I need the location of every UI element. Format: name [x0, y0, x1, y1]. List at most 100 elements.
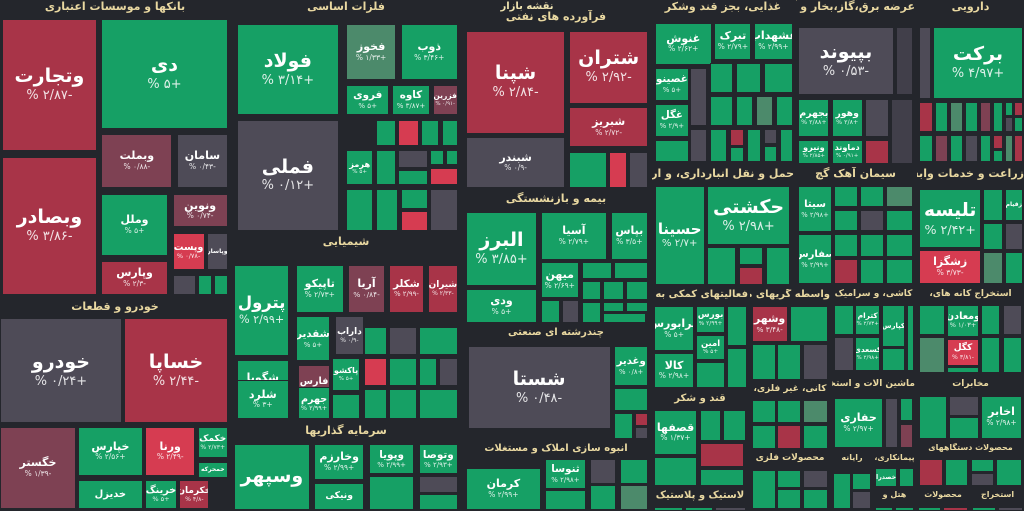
stock-tile-investments-2[interactable]: وپویا +۲/۹۹ % — [368, 443, 415, 475]
filler-tile-agriculture-5[interactable] — [1004, 223, 1023, 250]
filler-tile-cement-13[interactable] — [886, 259, 913, 284]
stock-tile-machinery-oilgas-extraction-0[interactable]: حفاری +۲/۹۷ % — [833, 398, 884, 448]
filler-tile-electrical-devices-1[interactable] — [944, 459, 969, 487]
filler-tile-basic-metals-14[interactable] — [398, 150, 429, 168]
filler-tile-basic-metals-13[interactable] — [375, 150, 397, 186]
filler-tile-telecom-1[interactable] — [919, 396, 947, 439]
filler-tile-basic-metals-8[interactable] — [375, 119, 397, 146]
filler-tile-rubber-plastic-2[interactable] — [715, 507, 747, 511]
filler-tile-computer-1[interactable] — [852, 473, 872, 490]
filler-tile-multi-industry-2[interactable] — [614, 388, 649, 411]
stock-tile-banks-3[interactable]: سامان -۰/۴۳ % — [177, 134, 228, 189]
stock-tile-investments-3[interactable]: وتوصا +۲/۹۳ % — [418, 443, 458, 475]
filler-tile-pharma-11[interactable] — [1014, 117, 1023, 132]
filler-tile-agriculture-7[interactable] — [1004, 252, 1023, 284]
filler-tile-extraction-misc-0[interactable] — [972, 506, 996, 511]
stock-tile-food-2[interactable]: غشهداب+۲/۹۹ % — [754, 22, 793, 60]
filler-tile-agriculture-6[interactable] — [983, 252, 1003, 284]
filler-tile-ceramics-3[interactable] — [833, 304, 854, 336]
filler-tile-cement-2[interactable] — [834, 186, 858, 208]
filler-tile-cement-12[interactable] — [860, 259, 885, 284]
filler-tile-chemicals-20[interactable] — [389, 389, 417, 419]
filler-tile-metal-ores-4[interactable] — [981, 304, 1001, 336]
stock-tile-insurance-2[interactable]: بپاس +۳/۵ % — [610, 211, 649, 260]
filler-tile-real-estate-3[interactable] — [589, 458, 617, 484]
stock-tile-auto-parts-5[interactable]: خکمک +۲/۷۳ % — [197, 427, 228, 459]
filler-tile-food-12[interactable] — [775, 96, 793, 126]
filler-tile-insurance-11[interactable] — [561, 300, 579, 323]
filler-tile-metal-ores-2[interactable] — [919, 304, 945, 336]
filler-tile-financial-intermediation-3[interactable] — [777, 343, 802, 380]
filler-tile-computer-0[interactable] — [832, 473, 851, 509]
filler-tile-pharma-10[interactable] — [1004, 117, 1014, 132]
filler-tile-aux-financial-4[interactable] — [726, 306, 748, 347]
stock-tile-chemicals-6[interactable]: داراب -۰/۹ % — [334, 316, 365, 355]
stock-tile-cement-1[interactable]: سفارس+۲/۹۹ % — [798, 234, 832, 284]
stock-tile-oil-products-3[interactable]: شبندر -۰/۹ % — [465, 136, 566, 189]
filler-tile-metal-ores-7[interactable] — [1002, 336, 1022, 374]
filler-tile-food-7[interactable] — [735, 63, 762, 93]
filler-tile-food-18[interactable] — [764, 129, 777, 144]
stock-tile-auto-parts-4[interactable]: ورنا -۲/۴۹ % — [144, 427, 196, 476]
stock-tile-chemicals-8[interactable]: شلرد +۳ % — [236, 380, 289, 419]
stock-tile-power-gas-0[interactable]: بپیوند -۰/۵۳ % — [798, 27, 894, 95]
filler-tile-basic-metals-20[interactable] — [400, 189, 429, 209]
filler-tile-real-estate-5[interactable] — [589, 484, 617, 510]
filler-tile-banks-10[interactable] — [172, 275, 196, 296]
stock-tile-agriculture-2[interactable]: زقیام — [1004, 189, 1023, 222]
filler-tile-hotel-1[interactable] — [894, 506, 915, 511]
stock-tile-power-gas-4[interactable]: دماوند +۰/۹۱ % — [831, 139, 863, 164]
stock-tile-chemicals-10[interactable]: جهرم +۲/۹۹ % — [298, 387, 331, 419]
filler-tile-chemicals-21[interactable] — [418, 389, 458, 419]
filler-tile-pharma-7[interactable] — [992, 102, 1003, 132]
filler-tile-basic-metals-11[interactable] — [441, 119, 458, 146]
filler-tile-power-gas-7[interactable] — [865, 139, 889, 164]
filler-tile-multi-industry-5[interactable] — [634, 426, 649, 439]
filler-tile-food-10[interactable] — [735, 96, 753, 126]
filler-tile-pharma-5[interactable] — [965, 102, 978, 132]
stock-tile-food-4[interactable]: غگل +۲/۹ % — [654, 103, 689, 137]
filler-tile-real-estate-2[interactable] — [544, 490, 587, 510]
filler-tile-food-11[interactable] — [755, 96, 773, 126]
filler-tile-nonmetal-minerals-4[interactable] — [777, 424, 802, 450]
filler-tile-power-gas-5[interactable] — [895, 27, 913, 95]
filler-tile-metal-ores-6[interactable] — [981, 336, 1001, 374]
filler-tile-machinery-oilgas-extraction-1[interactable] — [885, 398, 899, 448]
stock-tile-power-gas-1[interactable]: بجهرم +۲/۸۸ % — [798, 99, 830, 137]
filler-tile-hotel-0[interactable] — [874, 506, 894, 511]
filler-tile-products-misc-1[interactable] — [943, 506, 968, 511]
filler-tile-ceramics-4[interactable] — [833, 336, 854, 371]
filler-tile-metal-ores-8[interactable] — [946, 367, 980, 374]
filler-tile-cement-5[interactable] — [834, 209, 858, 231]
stock-tile-agriculture-1[interactable]: زشگزا -۳/۷۳ % — [919, 249, 982, 284]
filler-tile-pharma-8[interactable] — [1004, 102, 1014, 116]
filler-tile-banks-11[interactable] — [197, 275, 212, 296]
stock-tile-basic-metals-6[interactable]: فملی +۰/۱۲ % — [236, 119, 340, 231]
filler-tile-chemicals-14[interactable] — [418, 326, 458, 355]
stock-tile-financial-intermediation-0[interactable]: وشهر -۳/۴۸ % — [751, 306, 788, 342]
stock-tile-basic-metals-3[interactable]: فروی +۵ % — [346, 84, 390, 116]
filler-tile-telecom-3[interactable] — [949, 417, 980, 439]
filler-tile-agriculture-3[interactable] — [983, 189, 1003, 222]
filler-tile-telecom-2[interactable] — [949, 396, 980, 416]
filler-tile-rubber-plastic-0[interactable] — [653, 507, 683, 511]
filler-tile-basic-metals-12[interactable] — [346, 189, 374, 231]
filler-tile-sugar-5[interactable] — [700, 469, 745, 486]
stock-tile-oil-products-0[interactable]: شپنا -۲/۸۴ % — [465, 30, 566, 134]
stock-tile-auto-parts-6[interactable]: خمحرکه — [197, 462, 228, 478]
filler-tile-nonmetal-minerals-5[interactable] — [802, 424, 829, 450]
filler-tile-investments-7[interactable] — [418, 494, 458, 511]
stock-tile-investments-4[interactable]: ونیکی — [314, 483, 365, 511]
stock-tile-contracting-0[interactable]: خصدرا — [874, 468, 898, 487]
filler-tile-financial-intermediation-1[interactable] — [790, 306, 829, 342]
filler-tile-basic-metals-9[interactable] — [398, 119, 419, 146]
stock-tile-food-1[interactable]: تبرک +۲/۷۹ % — [714, 22, 752, 60]
filler-tile-basic-metals-16[interactable] — [430, 150, 445, 166]
filler-tile-food-16[interactable] — [730, 147, 745, 162]
filler-tile-food-14[interactable] — [710, 129, 728, 162]
filler-tile-products-misc-0[interactable] — [918, 506, 942, 511]
filler-tile-power-gas-6[interactable] — [865, 99, 889, 137]
stock-tile-multi-industry-1[interactable]: وغدیر +۰/۸ % — [614, 346, 649, 387]
filler-tile-pharma-2[interactable] — [919, 102, 934, 132]
filler-tile-banks-12[interactable] — [213, 275, 228, 296]
